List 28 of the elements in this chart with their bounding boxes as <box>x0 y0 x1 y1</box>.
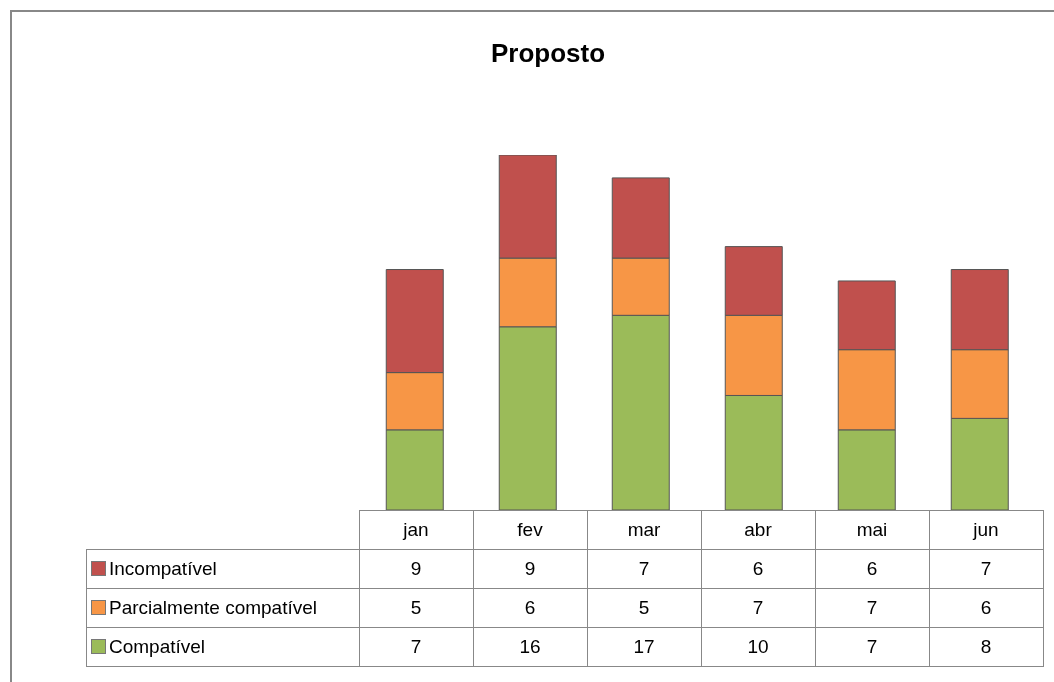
data-label: 7 <box>929 549 1043 589</box>
x-tick-label: abr <box>701 510 815 550</box>
data-label: 7 <box>359 627 473 667</box>
data-label: 8 <box>929 627 1043 667</box>
data-label: 5 <box>359 588 473 628</box>
data-label: 10 <box>701 627 815 667</box>
x-tick-label: mai <box>815 510 929 550</box>
data-label: 5 <box>587 588 701 628</box>
data-label: 7 <box>815 627 929 667</box>
data-label: 17 <box>587 627 701 667</box>
legend-label: Compatível <box>109 636 206 657</box>
data-label: 7 <box>701 588 815 628</box>
x-tick-label: mar <box>587 510 701 550</box>
legend-label: Parcialmente compatível <box>109 597 318 618</box>
x-tick-label: jan <box>359 510 473 550</box>
data-label: 9 <box>359 549 473 589</box>
data-label: 7 <box>587 549 701 589</box>
chart-title: Proposto <box>489 38 607 69</box>
data-label: 9 <box>473 549 587 589</box>
x-tick-label: fev <box>473 510 587 550</box>
legend-label: Incompatível <box>109 558 217 579</box>
x-tick-label: jun <box>929 510 1043 550</box>
data-label: 6 <box>815 549 929 589</box>
data-label: 6 <box>473 588 587 628</box>
data-label: 6 <box>929 588 1043 628</box>
data-label: 16 <box>473 627 587 667</box>
data-label: 7 <box>815 588 929 628</box>
data-label: 6 <box>701 549 815 589</box>
